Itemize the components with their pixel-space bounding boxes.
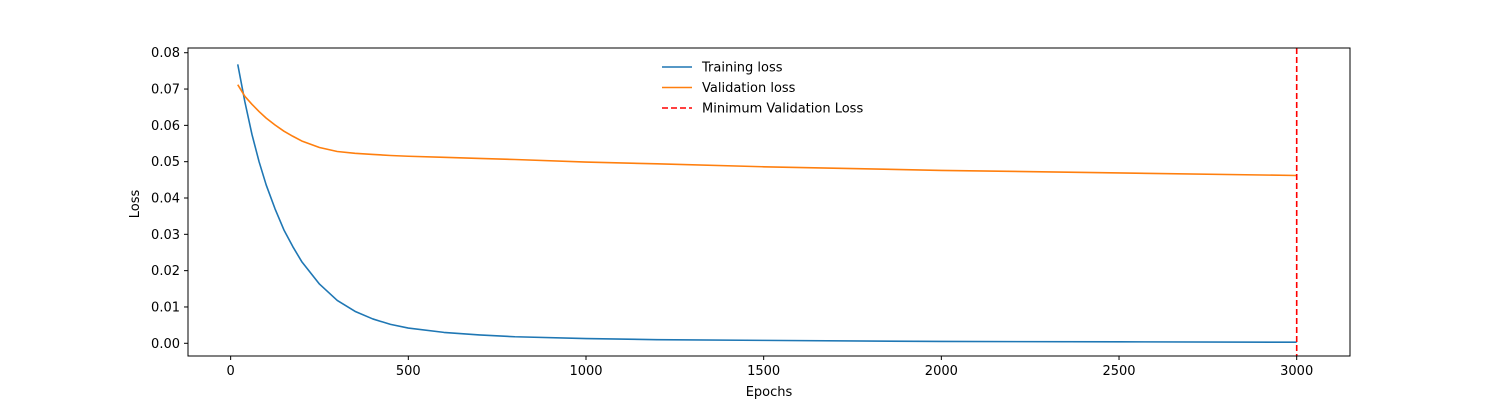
y-tick-label: 0.01 — [151, 300, 180, 315]
legend-label-minimum-validation-loss: Minimum Validation Loss — [702, 102, 863, 117]
legend-label-training-loss: Training loss — [701, 61, 783, 76]
y-axis-label: Loss — [128, 190, 143, 219]
x-tick-label: 1000 — [569, 364, 602, 379]
y-tick-label: 0.02 — [151, 264, 180, 279]
y-tick-label: 0.00 — [151, 337, 180, 352]
legend: Training loss Validation loss Minimum Vali… — [662, 61, 863, 117]
y-tick-label: 0.08 — [151, 46, 180, 61]
y-tick-label: 0.06 — [151, 119, 180, 134]
x-tick-label: 500 — [396, 364, 421, 379]
x-tick-label: 0 — [227, 364, 235, 379]
x-tick-label: 3000 — [1280, 364, 1313, 379]
ticks-layer: 0 500 1000 1500 2000 2500 3000 0.00 0.01 0.02 0.03… — [151, 46, 1313, 379]
series-line-validation-loss — [237, 84, 1297, 177]
y-tick-label: 0.05 — [151, 155, 180, 170]
axes-frame — [187, 47, 1351, 357]
y-tick-label: 0.07 — [151, 83, 180, 98]
x-tick-label: 1500 — [747, 364, 780, 379]
legend-label-validation-loss: Validation loss — [702, 81, 796, 96]
x-tick-label: 2500 — [1102, 364, 1135, 379]
plot-layer — [236, 48, 1298, 356]
y-tick-label: 0.04 — [151, 192, 180, 207]
y-tick-label: 0.03 — [151, 228, 180, 243]
x-axis-label: Epochs — [746, 385, 793, 400]
series-line-training-loss — [236, 64, 1297, 344]
x-tick-label: 2000 — [925, 364, 958, 379]
